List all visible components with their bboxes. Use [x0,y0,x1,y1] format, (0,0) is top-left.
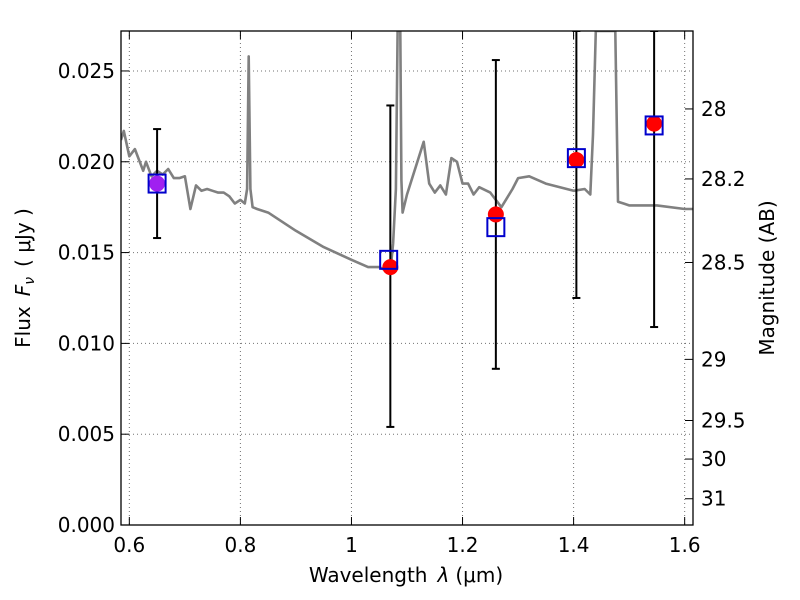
x-tick-label: 0.6 [113,533,145,557]
observed-point [487,206,504,223]
plot-area [121,31,693,428]
x-tick-label: 1.2 [447,533,479,557]
model-photometry-square [566,148,586,169]
model-photometry-square [644,115,664,136]
y-tick-label: 0.020 [58,150,115,174]
y-tick-label: 0.015 [58,241,115,265]
right-tick-label: 30 [701,447,726,471]
x-tick-label: 1 [345,533,358,557]
observed-point [149,175,166,192]
right-tick-label: 28.2 [701,167,746,191]
right-tick-label: 28 [701,97,726,121]
y-tick-label: 0.025 [58,59,115,83]
x-tick-label: 1.6 [669,533,701,557]
model-photometry-square [486,217,506,238]
plot-frame [120,30,694,526]
model-photometry-square [147,173,167,194]
y-tick-label: 0.010 [58,331,115,355]
right-tick-label: 28.5 [701,250,746,274]
model-photometry-square [379,249,399,270]
y-axis-title-left: FluxFν( μJy ) [11,208,38,348]
observed-point [646,115,663,132]
observed-point [382,259,399,276]
tick-marks [121,31,693,526]
x-tick-label: 0.8 [224,533,256,557]
y-axis-title-right: Magnitude (AB) [755,200,779,355]
right-tick-label: 29.5 [701,408,746,432]
model-spectrum-line [121,31,693,274]
x-tick-label: 1.4 [558,533,590,557]
right-tick-label: 31 [701,487,726,511]
x-axis-title: Wavelength λ (μm) [309,563,503,587]
right-tick-label: 29 [701,347,726,371]
observed-point [568,151,585,168]
y-tick-label: 0.005 [58,422,115,446]
y-tick-label: 0.000 [58,513,115,537]
tick-labels: 0.6 0.8 1 1.2 1.4 1.6 0.000 0.005 0.010 0.015 0.02… [58,59,746,557]
